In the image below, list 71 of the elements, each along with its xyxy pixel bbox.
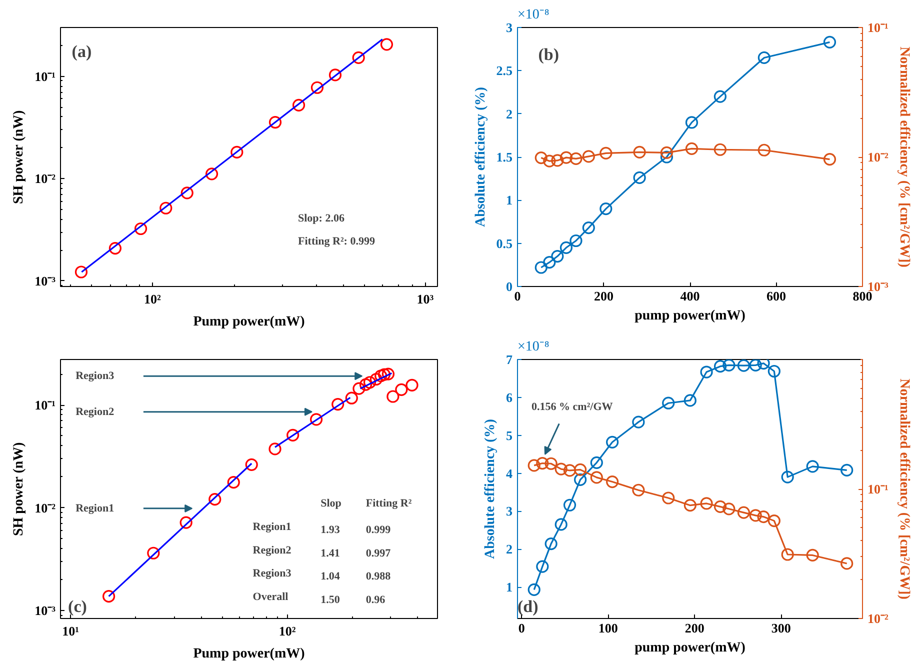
- y-tick-label: 1: [506, 580, 512, 595]
- y-tick-label: 10⁻³: [34, 603, 56, 618]
- y-tick-label: 0.5: [496, 236, 513, 251]
- y2-axis-title: Normalized efficiency (% [cm²/GW]): [896, 378, 912, 600]
- annotation: Region2: [252, 544, 292, 556]
- y-tick-label: 0: [506, 279, 512, 294]
- annotation: 0.156 % cm²/GW: [532, 400, 613, 413]
- annotation: 0.988: [366, 570, 392, 583]
- y2-tick-label: 10⁻²: [868, 150, 888, 164]
- y-tick-label: 10⁻³: [34, 273, 56, 288]
- annotation: 0.96: [366, 594, 386, 606]
- y-axis-title: SH power (nW): [12, 442, 27, 536]
- y-tick-label: 10⁻²: [34, 500, 56, 516]
- annotation: Slop: [320, 498, 342, 510]
- x-tick-label: 200: [684, 620, 704, 636]
- x-tick-label: 100: [598, 620, 618, 636]
- annotation: Region1: [76, 502, 114, 514]
- x-tick-label: 300: [771, 620, 791, 636]
- y-tick-label: 2: [506, 106, 512, 122]
- x-tick-label: 0: [518, 620, 525, 636]
- annotation: Region2: [76, 406, 115, 418]
- text: ×10⁻⁸: [518, 340, 550, 354]
- text: (b): [538, 44, 559, 64]
- y2-tick-label: 10⁻¹: [868, 482, 888, 496]
- x-axis-title: pump power(mW): [634, 640, 746, 656]
- y2-tick-label: 10⁻¹: [868, 20, 888, 35]
- y-tick-label: 2: [506, 542, 512, 557]
- x-tick-label: 600: [766, 288, 786, 304]
- y-tick-label: 10⁻¹: [34, 398, 56, 413]
- y-tick-label: 3: [506, 20, 513, 35]
- x-axis-title: pump power(mW): [634, 308, 746, 324]
- y-tick-label: 7: [506, 352, 513, 367]
- x-axis-title: Pump power(mW): [193, 314, 306, 330]
- y-tick-label: 1: [506, 192, 512, 208]
- x-tick-label: 200: [594, 288, 614, 304]
- y-tick-label: 3: [506, 504, 513, 519]
- y-tick-label: 10⁻²: [34, 171, 56, 186]
- text: (c): [68, 596, 87, 616]
- annotation: Fitting R²: 0.999: [298, 236, 376, 248]
- x-tick-label: 10³: [416, 292, 434, 306]
- annotation: Region1: [252, 521, 292, 534]
- annotation: 1.41: [320, 547, 340, 560]
- text: (a): [72, 42, 92, 62]
- y-axis-title: Absolute efficiency (%): [473, 86, 488, 227]
- y-tick-label: 5: [506, 428, 513, 443]
- text: ×10⁻⁸: [518, 8, 550, 22]
- y2-tick-label: 10⁻²: [868, 611, 888, 626]
- annotation: Region3: [252, 568, 292, 580]
- annotation: 1.93: [320, 524, 340, 536]
- x-tick-label: 10¹: [62, 624, 80, 638]
- x-tick-label: 10²: [278, 624, 296, 638]
- x-tick-label: 10²: [144, 292, 162, 306]
- x-axis-title: Pump power(mW): [193, 646, 306, 662]
- annotation: 1.50: [320, 594, 340, 606]
- x-tick-label: 400: [680, 288, 700, 304]
- annotation: Region3: [76, 370, 115, 382]
- y-axis-title: SH power (nW): [12, 110, 27, 204]
- y-tick-label: 4: [506, 466, 513, 481]
- text: (d): [518, 596, 538, 616]
- y-tick-label: 6: [506, 390, 513, 405]
- annotation: Fitting R²: [366, 498, 412, 510]
- annotation: 1.04: [320, 570, 340, 583]
- annotation: 0.997: [366, 547, 392, 560]
- y-tick-label: 10⁻¹: [34, 68, 56, 84]
- y2-axis-title: Normalized efficiency (% [cm²/GW]): [896, 46, 912, 268]
- annotation: Overall: [252, 590, 288, 603]
- y-axis-title: Absolute efficiency (%): [483, 418, 498, 559]
- y-tick-label: 1.5: [496, 150, 513, 164]
- annotation: Slop: 2.06: [298, 212, 345, 224]
- y-tick-label: 2.5: [496, 63, 513, 78]
- annotation: 0.999: [366, 524, 392, 536]
